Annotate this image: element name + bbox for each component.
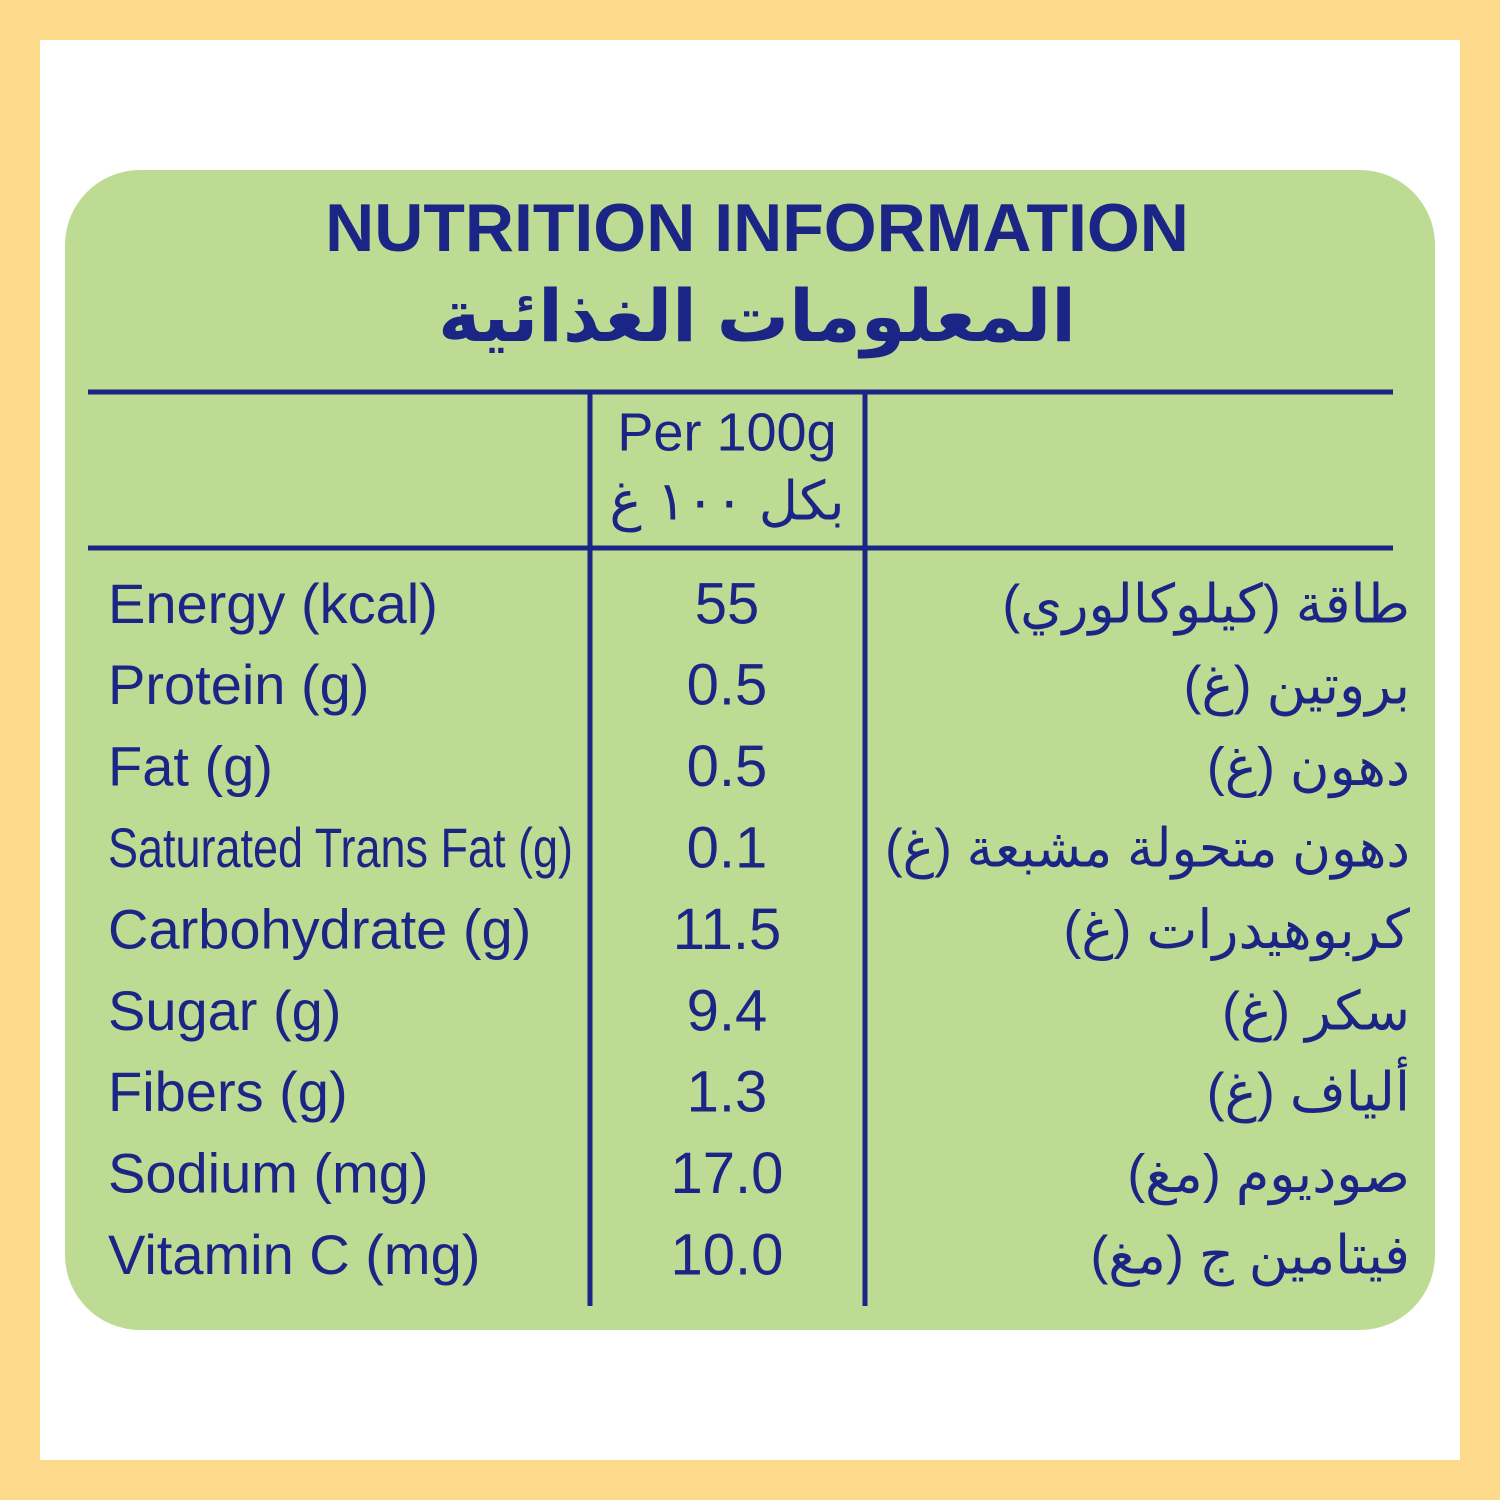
nutrient-value: 11.5 [673, 897, 782, 962]
nutrient-name: Protein (g) [108, 653, 369, 716]
nutrient-name-arabic: كربوهيدرات (غ) [1063, 900, 1410, 961]
title-arabic: المعلومات الغذائية [438, 277, 1076, 359]
nutrient-name-arabic: بروتين (غ) [1183, 656, 1410, 717]
column-header: Per 100g [617, 402, 836, 462]
nutrient-value: 9.4 [687, 978, 768, 1043]
nutrient-name: Sugar (g) [108, 979, 341, 1042]
nutrient-name-arabic: دهون متحولة مشبعة (غ) [885, 818, 1410, 879]
label-box [65, 170, 1435, 1330]
nutrient-value: 10.0 [671, 1223, 784, 1288]
nutrient-name: Carbohydrate (g) [108, 897, 531, 960]
nutrient-value: 1.3 [687, 1060, 768, 1125]
nutrient-name: Fat (g) [108, 735, 273, 798]
title: NUTRITION INFORMATION [325, 190, 1189, 266]
nutrient-value: 0.1 [687, 816, 768, 881]
column-header-arabic: بكل ١٠٠ غ [610, 471, 845, 532]
nutrient-name: Energy (kcal) [108, 572, 438, 635]
nutrient-value: 0.5 [687, 734, 768, 799]
nutrient-name: Fibers (g) [108, 1060, 348, 1123]
nutrient-name-arabic: فيتامين ج (مغ) [1090, 1225, 1410, 1287]
rows: Energy (kcal) 55 طاقة (كيلوكالوري) Protein … [108, 571, 1410, 1287]
nutrient-name: Sodium (mg) [108, 1142, 429, 1205]
nutrient-name-arabic: صوديوم (مغ) [1127, 1144, 1410, 1206]
nutrient-name: Saturated Trans Fat (g) [108, 816, 573, 879]
nutrient-value: 0.5 [687, 653, 768, 718]
nutrient-name: Vitamin C (mg) [108, 1223, 480, 1286]
nutrient-name-arabic: ألياف (غ) [1207, 1057, 1410, 1124]
nutrient-value: 17.0 [671, 1141, 784, 1206]
nutrient-name-arabic: طاقة (كيلوكالوري) [1002, 574, 1410, 635]
nutrient-name-arabic: دهون (غ) [1207, 737, 1410, 798]
nutrient-value: 55 [695, 571, 760, 636]
nutrient-name-arabic: سكر (غ) [1222, 981, 1410, 1042]
